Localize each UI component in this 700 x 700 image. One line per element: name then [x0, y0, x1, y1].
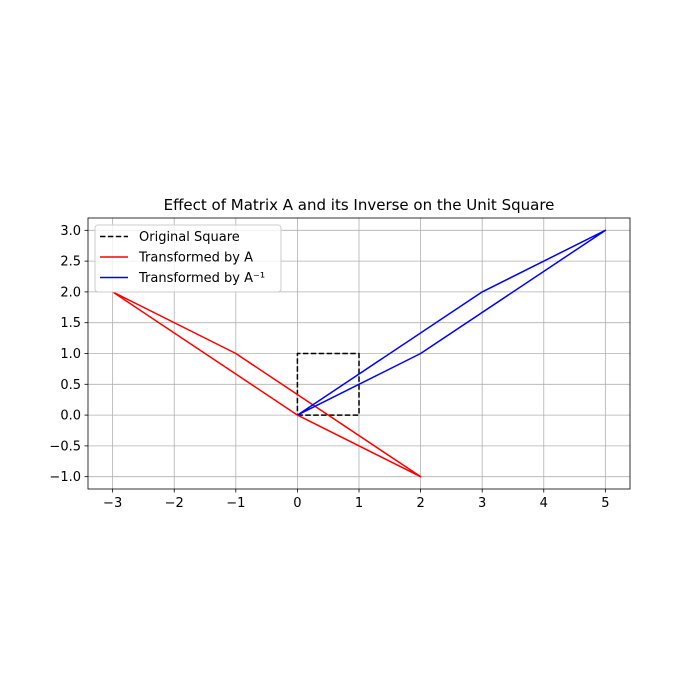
legend-label: Transformed by A⁻¹	[138, 271, 265, 286]
x-tick-label: −1	[226, 496, 245, 511]
y-tick-label: 3.0	[60, 224, 81, 239]
legend-label: Transformed by A	[138, 251, 253, 266]
legend: Original Square Transformed by A Transform…	[94, 224, 282, 293]
x-tick-label: 3	[478, 496, 486, 511]
y-tick-label: 2.0	[60, 285, 81, 300]
x-tick-label: 1	[355, 496, 363, 511]
legend-label: Original Square	[139, 230, 240, 245]
axes: −3 −2 −1 0 1 2 3 4 5 −1.0 −0.5 0.0 0.5 1.0 1.5 2.0 2.5 3.…	[49, 217, 631, 511]
y-tick-label: 1.5	[60, 316, 81, 331]
chart-title: Effect of Matrix A and its Inverse on th…	[164, 196, 555, 214]
x-tick-label: 4	[540, 496, 548, 511]
x-tick-label: −3	[103, 496, 122, 511]
plot-series	[111, 229, 607, 478]
y-tick-label: 2.5	[60, 255, 81, 270]
x-tick-label: 0	[293, 496, 301, 511]
legend-box	[94, 224, 282, 293]
y-tick-label: −1.0	[49, 470, 81, 485]
x-tick-label: −2	[165, 496, 184, 511]
x-tick-label: 5	[601, 496, 609, 511]
axes-frame	[87, 217, 631, 490]
x-tick-label: 2	[416, 496, 424, 511]
series-line	[296, 229, 607, 416]
y-tick-label: −0.5	[49, 439, 81, 454]
y-tick-label: 0.5	[60, 378, 81, 393]
y-tick-label: 0.0	[60, 409, 81, 424]
series-line	[111, 291, 422, 478]
y-tick-label: 1.0	[60, 347, 81, 362]
series-line	[296, 352, 360, 416]
